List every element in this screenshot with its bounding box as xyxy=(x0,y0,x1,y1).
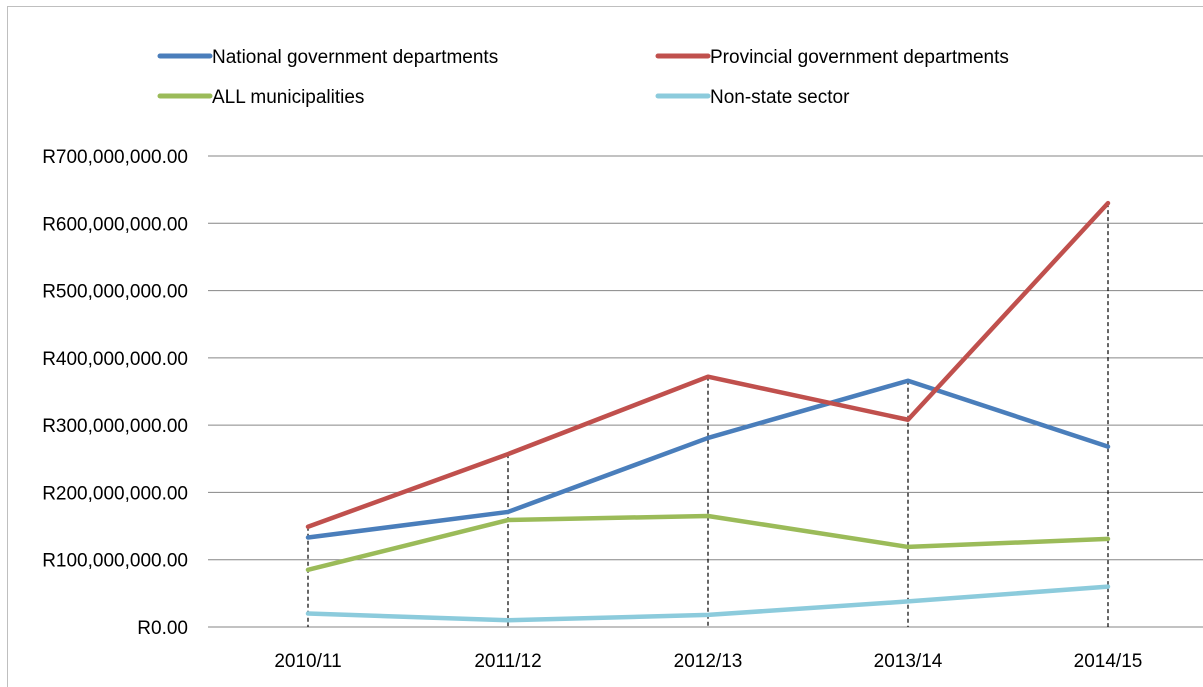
series-line-3 xyxy=(305,513,1111,573)
y-tick-label: R0.00 xyxy=(137,618,188,639)
x-tick-label: 2011/12 xyxy=(474,651,541,672)
series-lines xyxy=(305,200,1111,623)
y-tick-label: R300,000,000.00 xyxy=(42,416,188,437)
y-tick-label: R100,000,000.00 xyxy=(42,551,188,572)
y-tick-label: R200,000,000.00 xyxy=(42,483,188,504)
legend-label: National government departments xyxy=(212,47,498,68)
series-line-1 xyxy=(305,378,1111,540)
y-tick-label: R500,000,000.00 xyxy=(42,282,188,303)
chart-frame xyxy=(7,6,1203,687)
y-tick-label: R400,000,000.00 xyxy=(42,349,188,370)
legend: National government departments Provincia… xyxy=(157,47,1009,108)
legend-label: Provincial government departments xyxy=(710,47,1009,68)
legend-label: Non-state sector xyxy=(710,87,850,108)
y-axis-tick-labels: R0.00 R100,000,000.00 R200,000,000.00 R300,… xyxy=(42,147,188,639)
drop-lines xyxy=(307,203,1109,627)
x-axis-tick-labels: 2010/11 2011/12 2012/13 2013/14 2014/15 xyxy=(274,651,1142,672)
series-line-2 xyxy=(305,200,1111,529)
x-tick-label: 2010/11 xyxy=(274,651,341,672)
y-tick-label: R600,000,000.00 xyxy=(42,214,188,235)
legend-label: ALL municipalities xyxy=(212,87,364,108)
x-tick-label: 2014/15 xyxy=(1074,651,1143,672)
y-tick-label: R700,000,000.00 xyxy=(42,147,188,168)
x-tick-label: 2012/13 xyxy=(674,651,743,672)
series-line-4 xyxy=(305,584,1111,623)
x-tick-label: 2013/14 xyxy=(874,651,943,672)
